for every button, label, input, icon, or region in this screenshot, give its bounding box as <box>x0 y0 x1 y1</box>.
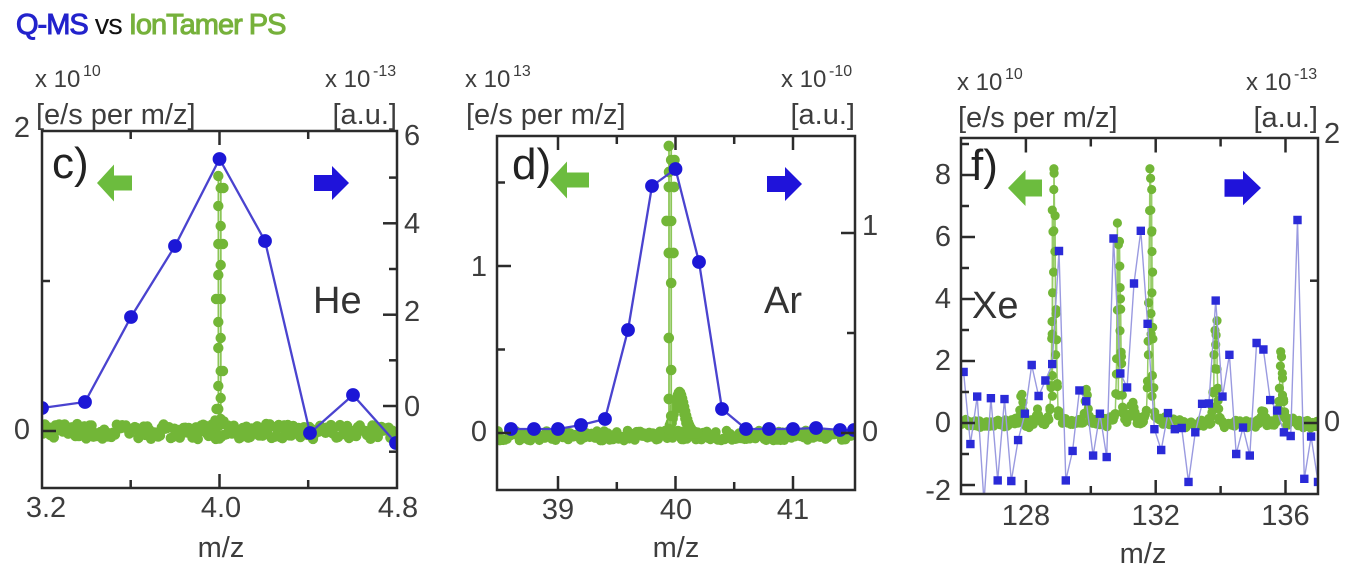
svg-text:Ar: Ar <box>764 280 802 322</box>
svg-text:-2: -2 <box>925 475 951 507</box>
svg-text:c): c) <box>52 139 89 188</box>
svg-text:2: 2 <box>935 345 951 377</box>
svg-text:-13: -13 <box>1294 66 1317 83</box>
svg-text:0: 0 <box>14 414 30 446</box>
svg-text:136: 136 <box>1261 500 1309 532</box>
svg-text:-13: -13 <box>373 63 396 80</box>
svg-text:m/z: m/z <box>1120 538 1167 570</box>
svg-text:40: 40 <box>660 494 692 526</box>
svg-text:m/z: m/z <box>653 532 700 564</box>
svg-text:41: 41 <box>777 494 809 526</box>
svg-text:2: 2 <box>404 296 420 328</box>
svg-text:4: 4 <box>935 283 951 315</box>
svg-text:x 10: x 10 <box>465 66 510 93</box>
svg-text:39: 39 <box>542 494 574 526</box>
svg-text:8: 8 <box>935 159 951 191</box>
svg-text:10: 10 <box>1005 66 1023 83</box>
svg-text:[e/s per m/z]: [e/s per m/z] <box>466 99 626 131</box>
svg-text:x 10: x 10 <box>35 66 80 93</box>
svg-text:0: 0 <box>935 407 951 439</box>
svg-text:Q-MS vs IonTamer PS: Q-MS vs IonTamer PS <box>16 9 286 41</box>
svg-text:128: 128 <box>1002 500 1050 532</box>
svg-text:[a.u.]: [a.u.] <box>791 99 856 131</box>
svg-text:Xe: Xe <box>972 285 1018 327</box>
svg-text:[a.u.]: [a.u.] <box>333 99 398 131</box>
svg-text:d): d) <box>512 140 551 189</box>
svg-text:4.8: 4.8 <box>378 492 418 524</box>
svg-text:1: 1 <box>862 210 878 242</box>
svg-text:x 10: x 10 <box>325 66 370 93</box>
svg-text:2: 2 <box>1324 118 1340 150</box>
svg-text:2: 2 <box>14 112 30 144</box>
svg-text:6: 6 <box>935 221 951 253</box>
svg-text:4: 4 <box>404 208 420 240</box>
svg-text:x 10: x 10 <box>1246 69 1291 96</box>
svg-text:0: 0 <box>404 391 420 423</box>
svg-text:[e/s per m/z]: [e/s per m/z] <box>36 99 196 131</box>
svg-text:6: 6 <box>404 120 420 152</box>
svg-text:4.0: 4.0 <box>201 492 241 524</box>
svg-text:-10: -10 <box>829 63 852 80</box>
svg-text:1: 1 <box>471 251 487 283</box>
svg-text:0: 0 <box>471 416 487 448</box>
svg-text:0: 0 <box>1324 406 1340 438</box>
svg-text:10: 10 <box>83 63 101 80</box>
svg-text:[e/s per m/z]: [e/s per m/z] <box>958 102 1118 134</box>
svg-text:132: 132 <box>1132 500 1180 532</box>
svg-text:0: 0 <box>862 416 878 448</box>
svg-text:f): f) <box>971 141 998 190</box>
svg-text:13: 13 <box>513 63 531 80</box>
svg-text:m/z: m/z <box>198 532 245 564</box>
svg-text:x 10: x 10 <box>781 66 826 93</box>
svg-text:He: He <box>313 280 362 322</box>
svg-text:x 10: x 10 <box>957 69 1002 96</box>
svg-text:3.2: 3.2 <box>26 492 66 524</box>
svg-text:[a.u.]: [a.u.] <box>1254 102 1319 134</box>
